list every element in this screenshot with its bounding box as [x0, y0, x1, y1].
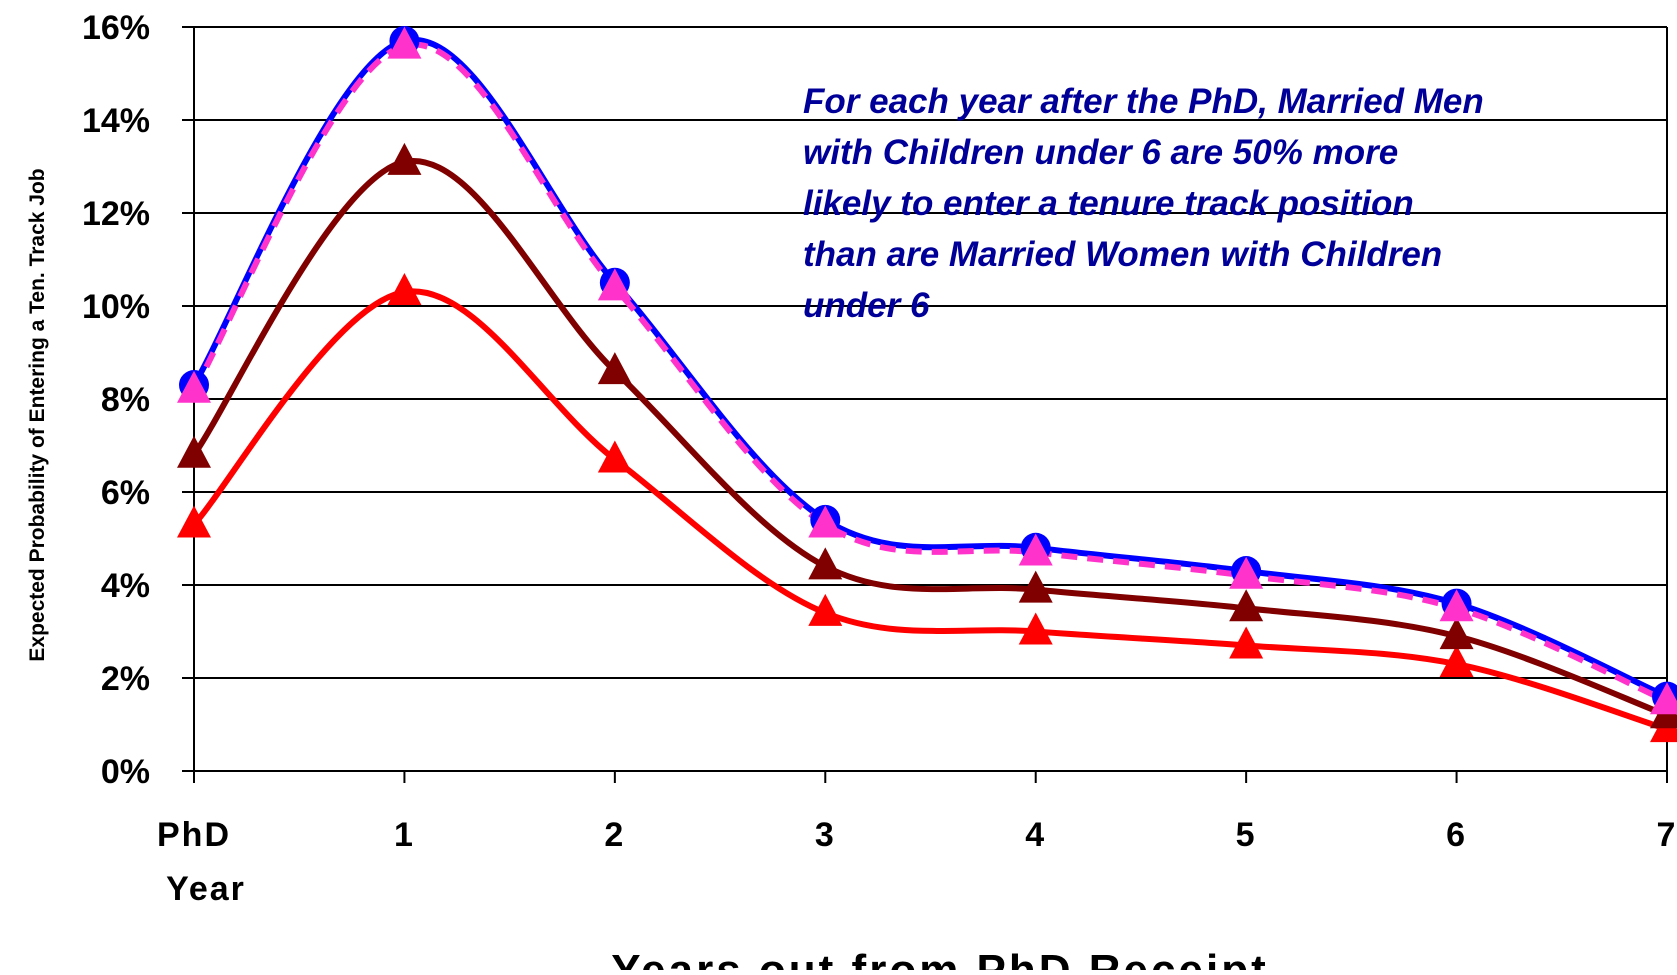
data-point	[1650, 682, 1677, 715]
data-point	[808, 505, 843, 538]
data-point	[1018, 533, 1053, 566]
data-point	[1229, 556, 1264, 589]
data-point	[808, 593, 843, 626]
y-tick-label: 16%	[82, 9, 150, 47]
x-tick-label: 7	[1657, 816, 1677, 854]
chart-annotation: For each year after the PhD, Married Men…	[803, 76, 1663, 331]
x-tick-label: 3	[815, 816, 836, 854]
series-line	[191, 288, 1668, 733]
data-point	[177, 370, 211, 403]
data-point	[1018, 570, 1053, 603]
y-tick-label: 10%	[82, 288, 150, 326]
series-line	[191, 41, 1669, 704]
data-point	[808, 547, 843, 580]
data-point	[177, 435, 211, 468]
x-tick-label: 1	[394, 816, 415, 854]
data-point	[1018, 612, 1053, 645]
data-point	[1439, 589, 1474, 622]
data-point	[597, 352, 632, 385]
x-tick-label: 2	[604, 816, 625, 854]
annotation-line: For each year after the PhD, Married Men	[803, 82, 1484, 121]
y-tick-label: 2%	[101, 660, 150, 698]
y-tick-label: 14%	[82, 102, 150, 140]
data-markers	[177, 25, 1677, 743]
y-tick-label: 12%	[82, 195, 150, 233]
data-point	[597, 268, 632, 301]
x-tick-label: 6	[1446, 816, 1467, 854]
data-point	[1229, 589, 1264, 622]
data-point	[387, 273, 422, 306]
x-tick-label: 4	[1025, 816, 1046, 854]
data-point	[597, 440, 632, 473]
data-point	[387, 142, 422, 175]
y-tick-label: 6%	[101, 474, 150, 512]
x-axis-label: Years out from PhD Receipt	[611, 946, 1268, 970]
grid-lines	[194, 26, 1667, 772]
y-tick-label: 8%	[101, 381, 150, 419]
y-tick-label: 4%	[101, 567, 150, 605]
x-tick-label: 5	[1236, 816, 1257, 854]
data-point	[177, 505, 211, 538]
annotation-line: with Children under 6 are 50% more	[803, 133, 1399, 172]
annotation-line: likely to enter a tenure track position	[803, 184, 1414, 223]
y-tick-label: 0%	[101, 753, 150, 791]
annotation-line: than are Married Women with Children	[803, 235, 1443, 274]
data-point	[1439, 645, 1474, 678]
data-point	[387, 26, 422, 59]
axes	[182, 26, 1668, 783]
tick-labels: 0% 2% 4% 6% 8% 10% 12% 14% 16% PhD Year 1 2 3 4 5 6 7	[82, 9, 1677, 908]
data-point	[1439, 617, 1474, 650]
x-tick-label: PhD Year	[157, 816, 246, 908]
annotation-line: under 6	[803, 286, 930, 325]
data-point	[1229, 626, 1264, 659]
y-axis-label: Expected Probability of Entering a Ten. …	[26, 168, 49, 661]
